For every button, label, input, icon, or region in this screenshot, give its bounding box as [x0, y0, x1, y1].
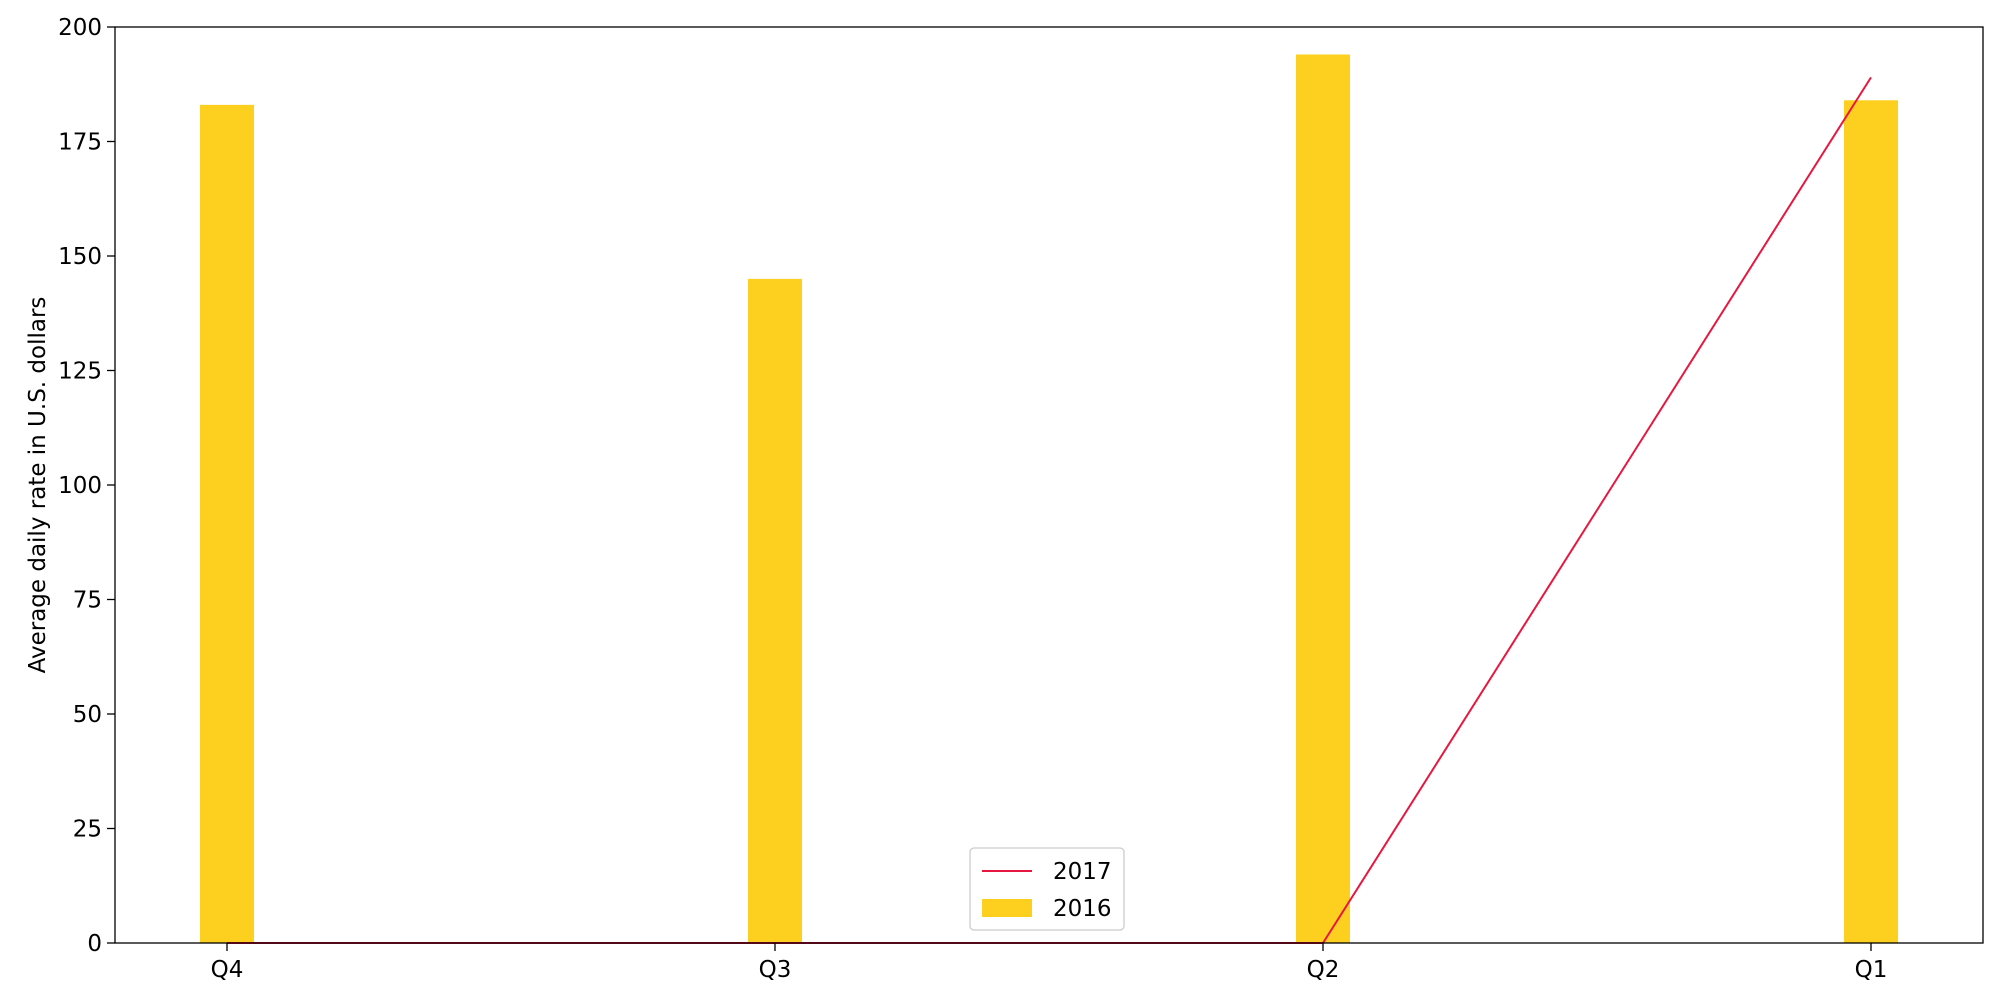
line-layer [227, 76, 1872, 944]
legend-label-2016: 2016 [1053, 896, 1112, 922]
legend-swatch-2016 [982, 899, 1032, 917]
y-tick-label: 50 [73, 702, 102, 728]
line-series-2017 [227, 76, 1872, 944]
y-axis: 0 25 50 75 100 125 150 175 200 [58, 15, 115, 957]
x-axis: Q4 Q3 Q2 Q1 [211, 943, 1888, 983]
y-tick-label: 100 [58, 473, 102, 499]
y-tick-label: 200 [58, 15, 102, 41]
y-tick-label: 125 [58, 359, 102, 385]
y-tick-label: 25 [73, 817, 102, 843]
x-tick-label: Q4 [211, 957, 244, 983]
y-tick-label: 150 [58, 244, 102, 270]
y-tick-label: 0 [87, 931, 102, 957]
y-axis-label: Average daily rate in U.S. dollars [25, 297, 51, 674]
legend: 2017 2016 [969, 847, 1125, 931]
x-tick-label: Q2 [1307, 957, 1340, 983]
bar-layer [200, 54, 1898, 944]
bar-2016-q2 [1296, 54, 1350, 944]
x-tick-label: Q3 [759, 957, 792, 983]
bar-2016-q1 [1844, 100, 1898, 943]
x-tick-label: Q1 [1855, 957, 1888, 983]
legend-label-2017: 2017 [1053, 859, 1112, 885]
bar-2016-q4 [200, 104, 254, 944]
plot-frame [114, 26, 1984, 944]
y-tick-label: 75 [73, 588, 102, 614]
bar-2016-q3 [748, 278, 802, 943]
y-tick-label: 175 [58, 130, 102, 156]
